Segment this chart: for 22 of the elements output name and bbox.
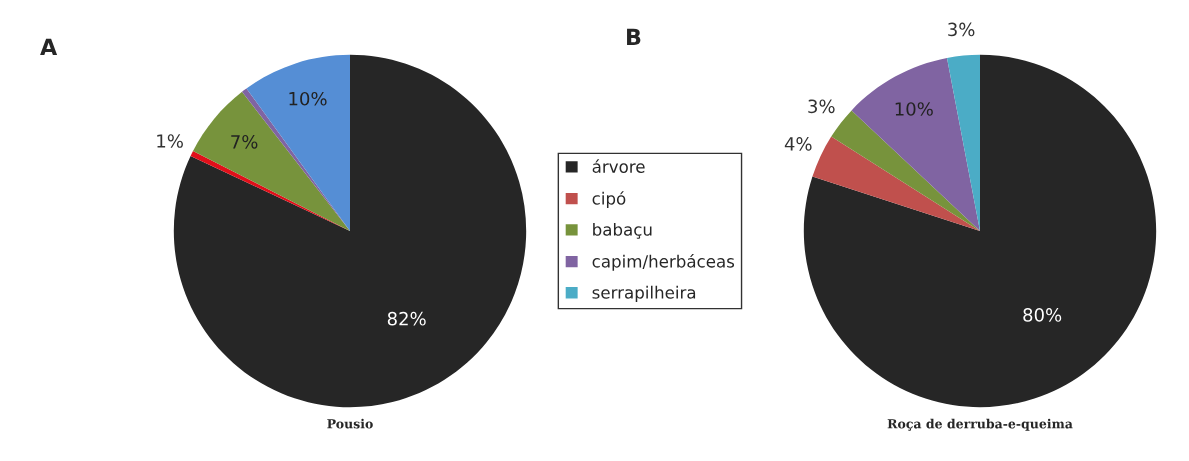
text: B [627,28,641,45]
legend-label: cipó [592,191,626,208]
data-label: 7% [231,134,258,149]
legend-label: serrapilheira [592,285,696,302]
legend-label: árvore [592,159,645,173]
legend-label: capim/herbáceas [592,254,735,271]
pie-slice [193,91,350,231]
legend-label: babaçu [593,222,652,239]
text: A [40,38,58,55]
data-label: 82% [387,311,426,326]
text: Roça de derruba-e-queima [887,418,1073,431]
data-label: 10% [895,102,933,116]
data-label: 3% [808,99,835,114]
data-label: 3% [948,22,975,37]
data-label: 1% [157,134,183,148]
pie-slice [851,57,980,231]
text: Pousio [327,418,373,429]
data-label: 80% [1023,308,1062,322]
pie-slice [946,54,980,231]
data-label: 4% [784,137,812,151]
data-label: 10% [289,91,327,106]
pie-slice [812,136,980,231]
